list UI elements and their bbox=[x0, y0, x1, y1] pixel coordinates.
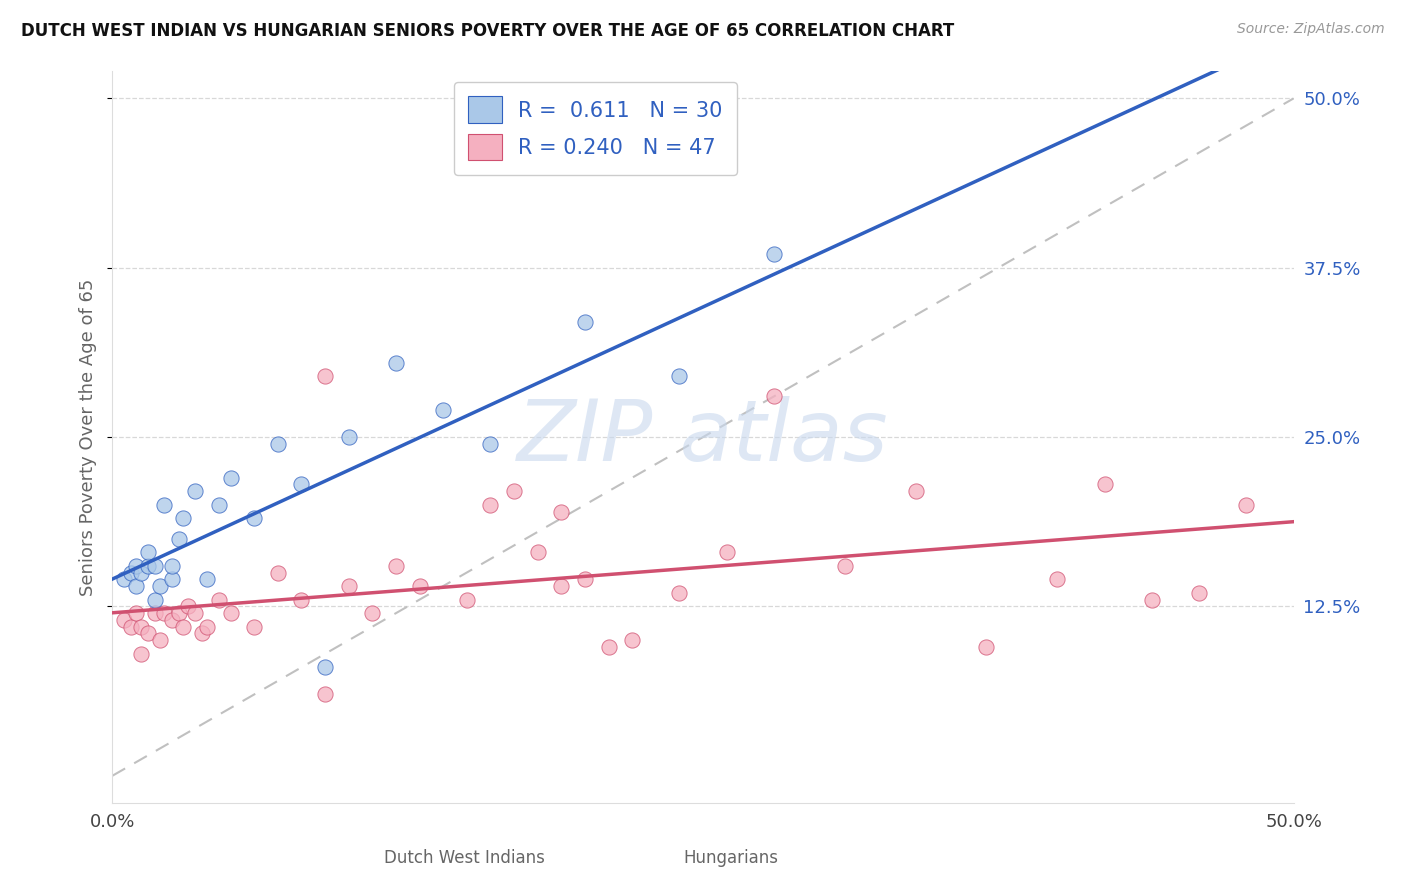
Text: Hungarians: Hungarians bbox=[683, 849, 779, 867]
Point bbox=[574, 572, 596, 586]
Point bbox=[479, 498, 502, 512]
Point bbox=[385, 355, 408, 369]
Text: Source: ZipAtlas.com: Source: ZipAtlas.com bbox=[1237, 22, 1385, 37]
Point bbox=[125, 579, 148, 593]
Point bbox=[153, 498, 176, 512]
Point bbox=[177, 599, 200, 614]
Point bbox=[361, 606, 384, 620]
Point bbox=[1094, 477, 1116, 491]
Point bbox=[243, 511, 266, 525]
Point bbox=[219, 471, 242, 485]
Point bbox=[314, 660, 336, 674]
Text: ZIP atlas: ZIP atlas bbox=[517, 395, 889, 479]
Point bbox=[503, 484, 526, 499]
Point bbox=[120, 620, 142, 634]
Point bbox=[136, 558, 159, 573]
Point bbox=[136, 545, 159, 559]
Point bbox=[136, 626, 159, 640]
Point bbox=[195, 620, 218, 634]
Point bbox=[143, 592, 166, 607]
Point bbox=[160, 558, 183, 573]
Point bbox=[668, 586, 690, 600]
Point bbox=[976, 640, 998, 654]
Point bbox=[904, 484, 927, 499]
Point bbox=[208, 592, 231, 607]
Point bbox=[184, 484, 207, 499]
Point bbox=[120, 566, 142, 580]
Point bbox=[550, 579, 572, 593]
Point bbox=[153, 606, 176, 620]
Point bbox=[290, 477, 312, 491]
Point bbox=[167, 606, 190, 620]
Point bbox=[143, 606, 166, 620]
Point bbox=[337, 579, 360, 593]
Y-axis label: Seniors Poverty Over the Age of 65: Seniors Poverty Over the Age of 65 bbox=[79, 278, 97, 596]
Point bbox=[337, 430, 360, 444]
Point bbox=[314, 369, 336, 384]
Point bbox=[385, 558, 408, 573]
Point bbox=[184, 606, 207, 620]
Point bbox=[574, 315, 596, 329]
Point bbox=[432, 403, 454, 417]
Point bbox=[195, 572, 218, 586]
Point bbox=[1046, 572, 1069, 586]
Point bbox=[834, 558, 856, 573]
Point bbox=[149, 633, 172, 648]
Point bbox=[191, 626, 214, 640]
Point bbox=[208, 498, 231, 512]
Point bbox=[129, 566, 152, 580]
Text: DUTCH WEST INDIAN VS HUNGARIAN SENIORS POVERTY OVER THE AGE OF 65 CORRELATION CH: DUTCH WEST INDIAN VS HUNGARIAN SENIORS P… bbox=[21, 22, 955, 40]
Point bbox=[243, 620, 266, 634]
Point bbox=[167, 532, 190, 546]
Point bbox=[129, 620, 152, 634]
Point bbox=[172, 620, 194, 634]
Point bbox=[408, 579, 430, 593]
Point bbox=[160, 613, 183, 627]
Point bbox=[112, 613, 135, 627]
Point bbox=[125, 558, 148, 573]
Point bbox=[762, 389, 785, 403]
Point bbox=[219, 606, 242, 620]
Point bbox=[479, 437, 502, 451]
Point bbox=[716, 545, 738, 559]
Point bbox=[267, 566, 290, 580]
Point bbox=[1140, 592, 1163, 607]
Point bbox=[149, 579, 172, 593]
Point bbox=[160, 572, 183, 586]
Point bbox=[1188, 586, 1211, 600]
Legend: R =  0.611   N = 30, R = 0.240   N = 47: R = 0.611 N = 30, R = 0.240 N = 47 bbox=[454, 82, 737, 175]
Point bbox=[456, 592, 478, 607]
Point bbox=[172, 511, 194, 525]
Point bbox=[598, 640, 620, 654]
Point bbox=[314, 688, 336, 702]
Point bbox=[621, 633, 644, 648]
Text: Dutch West Indians: Dutch West Indians bbox=[384, 849, 544, 867]
Point bbox=[129, 647, 152, 661]
Point bbox=[1234, 498, 1257, 512]
Point bbox=[267, 437, 290, 451]
Point bbox=[125, 606, 148, 620]
Point bbox=[290, 592, 312, 607]
Point bbox=[550, 505, 572, 519]
Point bbox=[143, 558, 166, 573]
Point bbox=[526, 545, 548, 559]
Point bbox=[668, 369, 690, 384]
Point bbox=[112, 572, 135, 586]
Point bbox=[762, 247, 785, 261]
